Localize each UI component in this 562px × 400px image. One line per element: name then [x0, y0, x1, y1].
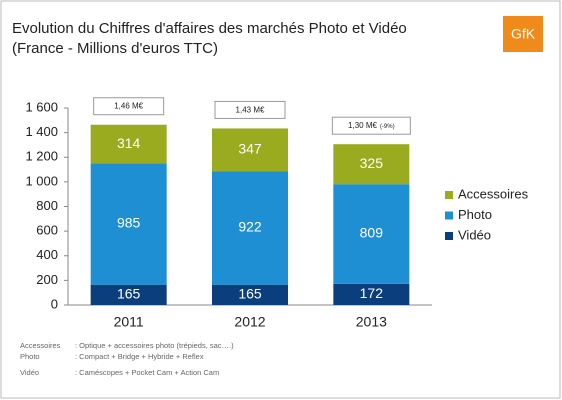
- value-label: 314: [117, 135, 141, 151]
- total-label: 1,43 M€: [236, 106, 265, 115]
- chart-title: Evolution du Chiffres d'affaires des mar…: [12, 20, 407, 37]
- note-text: : Caméscopes + Pocket Cam + Action Cam: [75, 368, 219, 377]
- y-tick-label: 400: [36, 247, 58, 262]
- total-box: [214, 100, 286, 119]
- legend-label: Accessoires: [458, 186, 529, 201]
- value-label: 325: [360, 155, 384, 171]
- legend-swatch: [445, 232, 453, 240]
- bar-segment: [90, 163, 167, 285]
- x-tick-label: 2012: [234, 314, 265, 330]
- y-tick-label: 1 000: [25, 173, 58, 188]
- logo: GfK: [511, 26, 536, 42]
- legend-swatch: [445, 191, 453, 199]
- x-tick-label: 2013: [356, 314, 387, 330]
- total-box: [93, 97, 165, 116]
- value-label: 922: [238, 219, 262, 235]
- legend-label: Vidéo: [458, 227, 491, 242]
- total-value: 1,30 M€: [348, 121, 377, 130]
- note-text: : Optique + accessoires photo (trépieds,…: [75, 341, 234, 350]
- logo-box: [503, 16, 543, 52]
- note-text: : Compact + Bridge + Hybride + Reflex: [75, 352, 204, 361]
- value-label: 165: [117, 286, 141, 302]
- bar-segment: [333, 184, 410, 284]
- value-label: 172: [360, 285, 384, 301]
- bar-segment: [212, 128, 288, 172]
- x-tick-label: 2011: [114, 314, 144, 330]
- y-tick-label: 600: [36, 223, 58, 238]
- value-label: 165: [238, 286, 262, 302]
- total-value: 1,43 M€: [236, 106, 265, 115]
- bar-segment: [333, 283, 410, 305]
- bar-segment: [212, 171, 288, 285]
- value-label: 347: [238, 141, 262, 157]
- legend-swatch: [445, 211, 453, 220]
- bar-segment: [90, 284, 167, 305]
- note-term: Photo: [20, 352, 40, 361]
- y-tick-label: 1 200: [25, 149, 58, 164]
- change-label: (-9%): [380, 124, 395, 130]
- value-label: 809: [360, 225, 384, 241]
- total-box: [331, 116, 411, 135]
- value-label: 985: [117, 215, 141, 231]
- total-label: 1,46 M€: [114, 102, 143, 111]
- y-tick-label: 200: [36, 272, 58, 287]
- note-term: Vidéo: [20, 368, 39, 377]
- chart-subtitle: (France - Millions d'euros TTC): [12, 40, 218, 57]
- total-label: 1,30 M€ (-9%): [348, 121, 395, 130]
- y-tick-label: 800: [36, 198, 58, 213]
- bar-segment: [90, 124, 167, 164]
- y-tick-label: 1 600: [25, 99, 58, 114]
- bar-segment: [212, 284, 288, 305]
- total-value: 1,46 M€: [114, 102, 143, 111]
- bar-segment: [333, 144, 410, 185]
- legend-label: Photo: [458, 207, 492, 222]
- y-tick-label: 1 400: [25, 124, 58, 139]
- y-tick-label: 0: [51, 296, 58, 311]
- note-term: Accessoires: [20, 341, 61, 350]
